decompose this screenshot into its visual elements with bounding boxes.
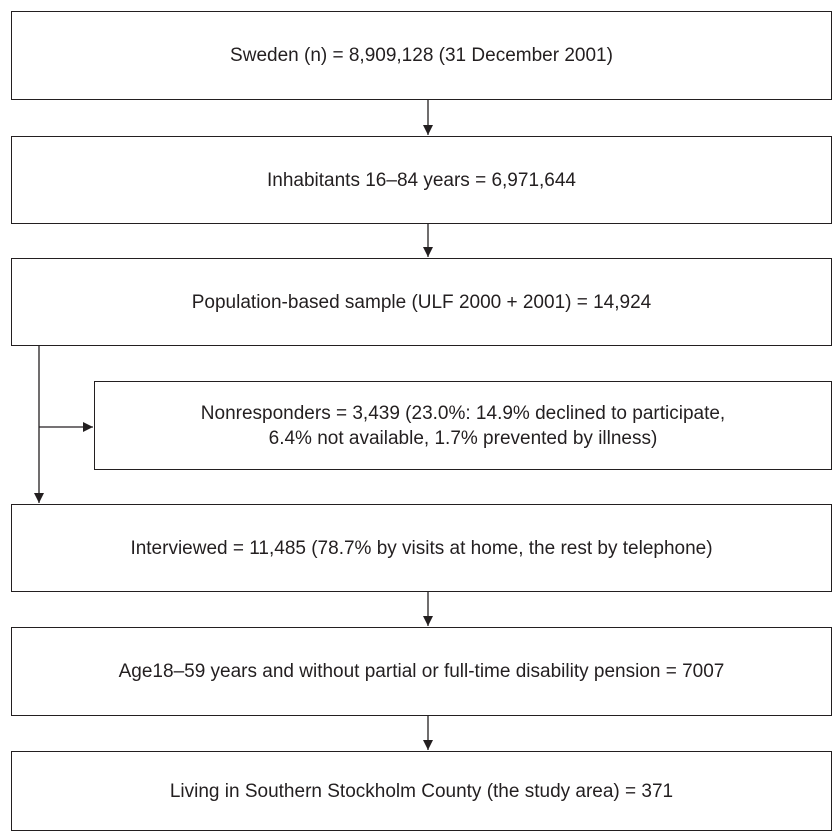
box-text: Age18–59 years and without partial or fu… [118,661,725,682]
box-sweden-population: Sweden (n) = 8,909,128 (31 December 2001… [11,11,832,100]
box-southern-stockholm: Living in Southern Stockholm County (the… [11,751,832,831]
box-text: Sweden (n) = 8,909,128 (31 December 2001… [230,45,613,66]
box-text-line-2: 6.4% not available, 1.7% prevented by il… [268,427,658,449]
box-text-line-1: Nonresponders = 3,439 (23.0%: 14.9% decl… [200,402,726,424]
box-text: Population-based sample (ULF 2000 + 2001… [191,291,652,313]
box-text: Inhabitants 16–84 years = 6,971,644 [267,169,576,191]
box-text-group: Nonresponders = 3,439 (23.0%: 14.9% decl… [201,401,725,451]
box-nonresponders: Nonresponders = 3,439 (23.0%: 14.9% decl… [94,381,832,470]
box-inhabitants-16-84: Inhabitants 16–84 years = 6,971,644 [11,136,832,224]
box-age-18-59: Age18–59 years and without partial or fu… [11,627,832,716]
box-population-sample: Population-based sample (ULF 2000 + 2001… [11,258,832,346]
box-text: Living in Southern Stockholm County (the… [169,780,674,802]
box-interviewed: Interviewed = 11,485 (78.7% by visits at… [11,504,832,592]
box-text: Interviewed = 11,485 (78.7% by visits at… [130,537,713,559]
